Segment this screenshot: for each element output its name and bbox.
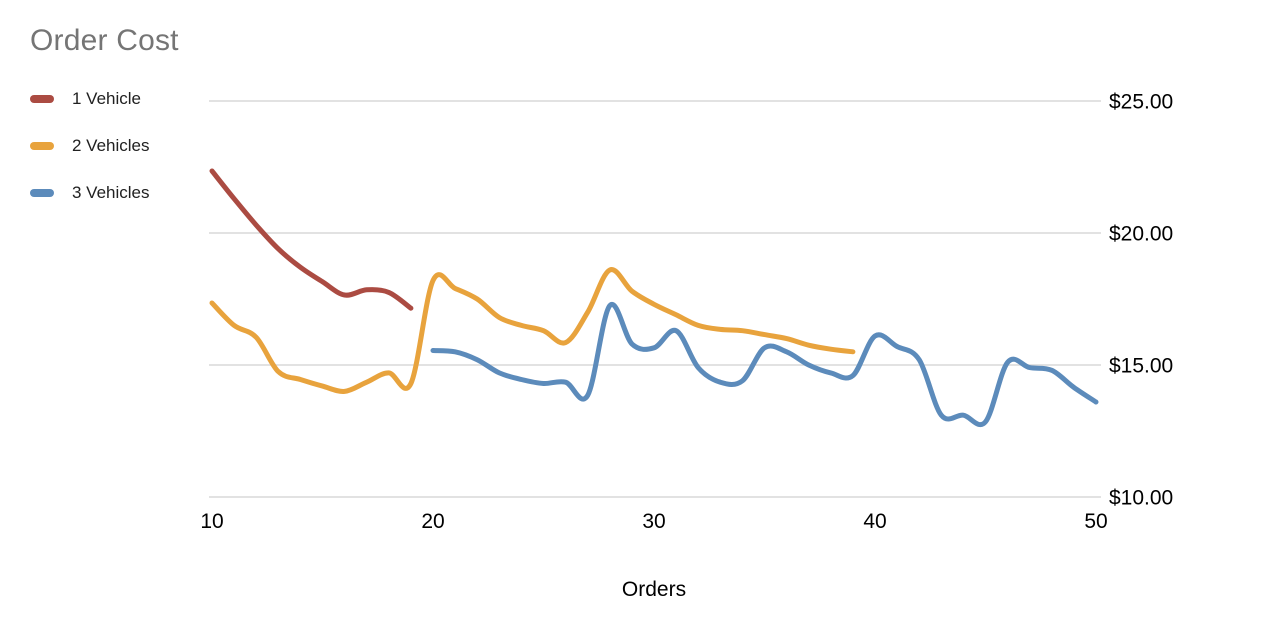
legend-swatch-1-vehicle xyxy=(30,95,54,103)
x-axis-tick-label: 10 xyxy=(200,510,223,533)
series-line-2-vehicles xyxy=(209,267,856,394)
y-axis-tick-label: $25.00 xyxy=(1109,91,1173,114)
legend-swatch-3-vehicles xyxy=(30,189,54,197)
chart-title: Order Cost xyxy=(30,24,179,57)
legend: 1 Vehicle 2 Vehicles 3 Vehicles xyxy=(30,88,150,229)
legend-item-3-vehicles: 3 Vehicles xyxy=(30,182,150,204)
y-axis-tick-label: $15.00 xyxy=(1109,355,1173,378)
y-axis-tick-label: $10.00 xyxy=(1109,487,1173,510)
series-line-3-vehicles xyxy=(430,301,1099,428)
x-axis-tick-label: 20 xyxy=(421,510,444,533)
y-axis-tick-label: $20.00 xyxy=(1109,223,1173,246)
series-lines xyxy=(209,168,1099,428)
legend-swatch-2-vehicles xyxy=(30,142,54,150)
x-axis-tick-label: 30 xyxy=(642,510,665,533)
legend-label: 1 Vehicle xyxy=(72,89,141,108)
series-line-1-vehicle xyxy=(209,168,414,311)
x-axis-title: Orders xyxy=(621,578,687,601)
legend-label: 2 Vehicles xyxy=(72,136,150,155)
x-axis-labels: 10 20 30 40 50 xyxy=(200,510,1107,533)
x-axis-tick-label: 50 xyxy=(1084,510,1107,533)
y-axis-labels: $25.00 $20.00 $15.00 $10.00 xyxy=(1109,91,1173,510)
legend-item-2-vehicles: 2 Vehicles xyxy=(30,135,150,157)
legend-item-1-vehicle: 1 Vehicle xyxy=(30,88,150,110)
x-axis-tick-label: 40 xyxy=(863,510,886,533)
gridlines xyxy=(209,100,1101,498)
legend-label: 3 Vehicles xyxy=(72,183,150,202)
